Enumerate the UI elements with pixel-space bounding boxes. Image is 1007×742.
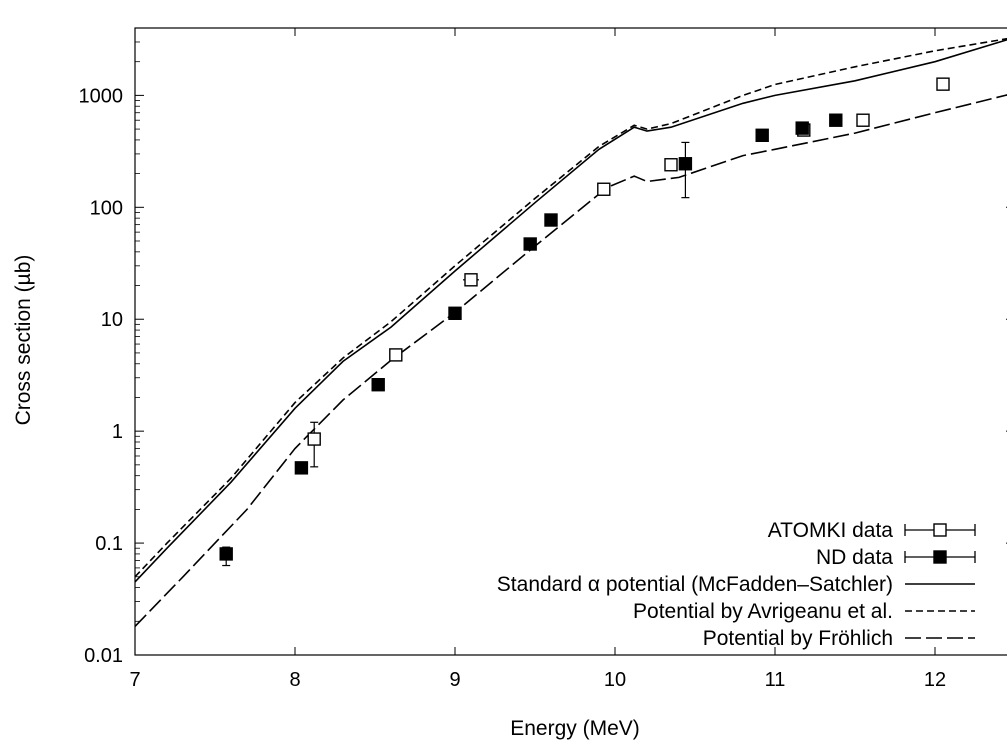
nd-data-point (829, 113, 843, 127)
curve-line-1 (134, 38, 1007, 583)
legend-label: ATOMKI data (768, 519, 894, 542)
x-tick-label: 12 (924, 669, 946, 691)
x-tick-label: 9 (449, 669, 460, 691)
atomki-data-point (464, 273, 478, 287)
data-points (219, 77, 950, 567)
y-axis-title: Cross section (µb) (12, 255, 35, 426)
legend: ATOMKI data ND data Standard α potential (… (497, 519, 976, 650)
legend-label: ND data (816, 546, 893, 569)
nd-data-point (371, 378, 385, 392)
curve-line-3 (134, 94, 1007, 627)
nd-data-point (523, 237, 537, 251)
plot-area-frame (134, 27, 1007, 656)
legend-sample-marker (933, 523, 947, 537)
legend-sample-marker (933, 550, 947, 564)
x-axis-title: Energy (MeV) (510, 717, 640, 740)
legend-label: Potential by Avrigeanu et al. (633, 600, 893, 623)
x-axis-ticks: 7 8 9 10 11 12 (129, 28, 946, 691)
y-tick-label: 100 (90, 197, 123, 219)
x-tick-label: 11 (765, 669, 786, 691)
y-tick-label: 1 (112, 421, 123, 443)
nd-data-point (219, 547, 233, 561)
atomki-data-point (856, 113, 870, 127)
nd-data-point (678, 157, 693, 171)
legend-label: Potential by Fröhlich (703, 627, 893, 650)
y-tick-label: 0.1 (95, 533, 123, 555)
atomki-data-point (664, 158, 678, 172)
x-tick-label: 10 (604, 669, 626, 691)
nd-data-point (544, 213, 558, 227)
y-tick-label: 0.01 (84, 645, 123, 667)
nd-data-point (755, 128, 769, 142)
legend-label: Standard α potential (McFadden–Satchler) (497, 573, 893, 596)
y-tick-label: 1000 (79, 85, 124, 107)
y-axis-ticks: 0.01 0.1 1 10 100 1000 (79, 27, 1007, 667)
atomki-data-point (936, 77, 950, 91)
curve-line-2 (134, 37, 1007, 578)
y-tick-label: 10 (101, 309, 123, 331)
model-curves (134, 37, 1007, 627)
nd-data-point (448, 306, 462, 320)
x-tick-label: 7 (129, 669, 140, 691)
nd-data-point (795, 121, 809, 135)
atomki-data-point (307, 432, 321, 446)
x-tick-label: 8 (289, 669, 300, 691)
atomki-data-point (597, 182, 611, 196)
nd-data-point (294, 461, 309, 475)
atomki-data-point (389, 348, 403, 362)
